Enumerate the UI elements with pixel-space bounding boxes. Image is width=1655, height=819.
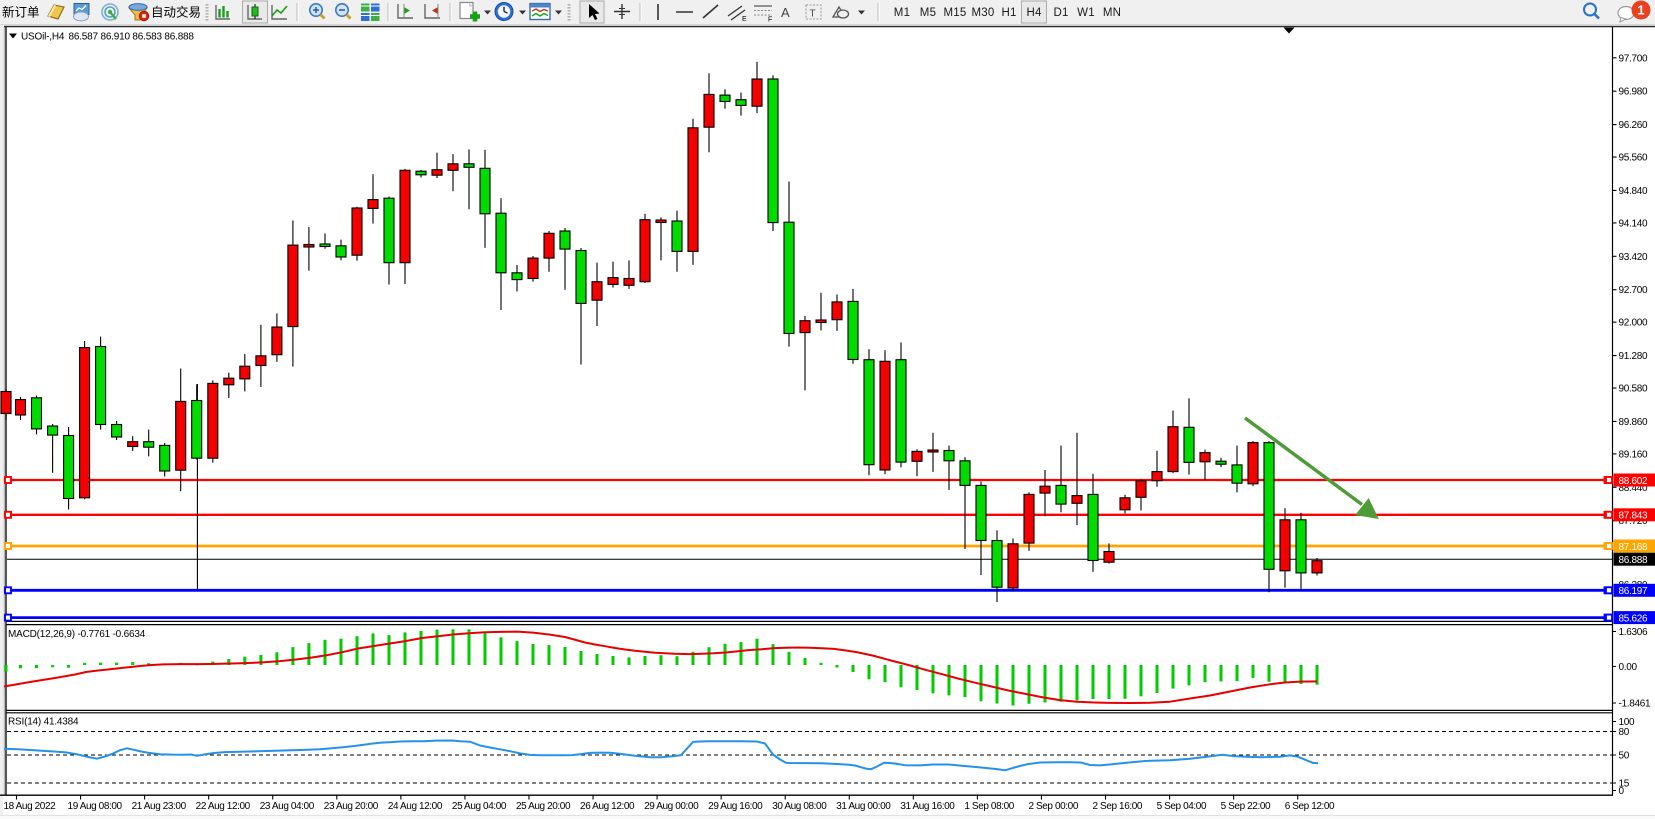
svg-text:M15: M15 [944,7,967,19]
svg-text:29 Aug 00:00: 29 Aug 00:00 [644,801,699,812]
svg-text:5 Sep 22:00: 5 Sep 22:00 [1221,801,1271,812]
svg-text:95.560: 95.560 [1619,153,1649,164]
svg-text:15: 15 [1619,779,1630,790]
svg-text:87.168: 87.168 [1619,542,1649,553]
svg-text:H1: H1 [1001,7,1016,19]
svg-text:92.000: 92.000 [1619,318,1649,329]
svg-text:88.602: 88.602 [1619,476,1649,487]
svg-text:M30: M30 [972,7,995,19]
svg-text:F: F [768,17,772,24]
svg-text:E: E [742,16,747,23]
svg-text:1: 1 [1637,3,1644,18]
svg-text:86.587 86.910 86.583 86.888: 86.587 86.910 86.583 86.888 [69,32,195,43]
svg-text:29 Aug 16:00: 29 Aug 16:00 [708,801,763,812]
svg-text:MN: MN [1103,7,1121,19]
svg-text:25 Aug 20:00: 25 Aug 20:00 [516,801,571,812]
svg-text:91.280: 91.280 [1619,351,1649,362]
svg-text:2 Sep 16:00: 2 Sep 16:00 [1093,801,1143,812]
svg-text:31 Aug 16:00: 31 Aug 16:00 [900,801,955,812]
svg-text:D1: D1 [1053,7,1068,19]
svg-text:26 Aug 12:00: 26 Aug 12:00 [580,801,635,812]
svg-text:自动交易: 自动交易 [151,5,201,20]
svg-text:1.6306: 1.6306 [1619,627,1649,638]
svg-text:94.140: 94.140 [1619,218,1649,229]
svg-text:5 Sep 04:00: 5 Sep 04:00 [1157,801,1207,812]
svg-text:23 Aug 04:00: 23 Aug 04:00 [260,801,315,812]
svg-text:87.843: 87.843 [1619,511,1649,522]
svg-text:2 Sep 00:00: 2 Sep 00:00 [1028,801,1078,812]
svg-text:22 Aug 12:00: 22 Aug 12:00 [196,801,251,812]
svg-text:97.700: 97.700 [1619,53,1649,64]
svg-text:92.700: 92.700 [1619,285,1649,296]
svg-text:86.888: 86.888 [1619,555,1649,566]
svg-text:23 Aug 20:00: 23 Aug 20:00 [324,801,379,812]
svg-text:96.260: 96.260 [1619,120,1649,131]
svg-text:T: T [810,9,816,20]
svg-text:30 Aug 08:00: 30 Aug 08:00 [772,801,827,812]
svg-text:87.720: 87.720 [1619,516,1649,527]
svg-text:A: A [781,5,790,20]
svg-text:89.160: 89.160 [1619,449,1649,460]
svg-text:0: 0 [1619,786,1625,797]
svg-text:0.00: 0.00 [1619,662,1638,673]
svg-text:80: 80 [1619,727,1630,738]
svg-text:新订单: 新订单 [2,5,40,20]
svg-text:1 Sep 08:00: 1 Sep 08:00 [964,801,1014,812]
svg-text:88.440: 88.440 [1619,483,1649,494]
svg-text:50: 50 [1619,751,1630,762]
svg-text:24 Aug 12:00: 24 Aug 12:00 [388,801,443,812]
svg-text:25 Aug 04:00: 25 Aug 04:00 [452,801,507,812]
svg-text:USOil-,H4: USOil-,H4 [21,32,65,43]
svg-text:96.980: 96.980 [1619,87,1649,98]
svg-text:86.197: 86.197 [1619,586,1649,597]
svg-text:85.626: 85.626 [1619,613,1649,624]
svg-text:100: 100 [1619,717,1636,728]
svg-text:M5: M5 [920,7,936,19]
svg-text:21 Aug 23:00: 21 Aug 23:00 [132,801,187,812]
svg-text:94.840: 94.840 [1619,186,1649,197]
svg-text:6 Sep 12:00: 6 Sep 12:00 [1285,801,1335,812]
svg-text:H4: H4 [1026,7,1042,19]
svg-text:90.580: 90.580 [1619,384,1649,395]
svg-text:31 Aug 00:00: 31 Aug 00:00 [836,801,891,812]
svg-text:W1: W1 [1077,7,1095,19]
svg-text:19 Aug 08:00: 19 Aug 08:00 [68,801,123,812]
svg-text:RSI(14) 41.4384: RSI(14) 41.4384 [8,717,79,728]
svg-text:93.420: 93.420 [1619,252,1649,263]
svg-text:M1: M1 [894,7,910,19]
svg-text:89.860: 89.860 [1619,417,1649,428]
svg-text:MACD(12,26,9) -0.7761 -0.6634: MACD(12,26,9) -0.7761 -0.6634 [8,629,146,640]
svg-text:18 Aug 2022: 18 Aug 2022 [4,801,57,812]
svg-text:-1.8461: -1.8461 [1619,699,1652,710]
